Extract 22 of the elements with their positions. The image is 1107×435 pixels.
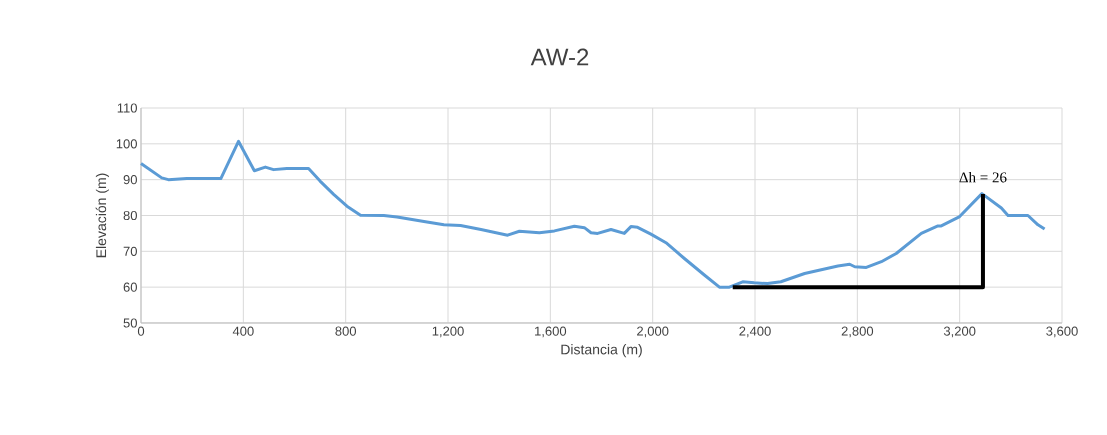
y-tick-label: 90	[123, 175, 137, 185]
x-tick-label: 2,000	[637, 326, 669, 338]
x-tick-label: 3,600	[1046, 326, 1078, 338]
x-tick-label: 1,600	[535, 326, 567, 338]
y-tick-label: 110	[117, 103, 137, 113]
x-tick-label: 1,200	[432, 326, 464, 338]
x-tick-label: 800	[335, 326, 357, 336]
x-axis-title: Distancia (m)	[561, 344, 642, 358]
y-axis-title: Elevación (m)	[95, 173, 109, 258]
y-tick-label: 70	[123, 246, 137, 256]
y-tick-label: 50	[123, 318, 137, 328]
y-tick-label: 60	[123, 282, 137, 292]
x-tick-label: 2,400	[739, 326, 771, 338]
x-tick-label: 2,800	[841, 326, 874, 338]
x-tick-label: 400	[232, 326, 254, 336]
line-series	[139, 139, 1047, 289]
x-tick-label: 0	[137, 326, 145, 336]
annotation: Δh = 26	[959, 171, 1007, 183]
x-tick-label: 3,200	[943, 326, 976, 338]
y-tick-label: 80	[123, 210, 137, 221]
chart-title: AW-2	[530, 48, 589, 66]
y-tick-label: 100	[116, 139, 137, 149]
